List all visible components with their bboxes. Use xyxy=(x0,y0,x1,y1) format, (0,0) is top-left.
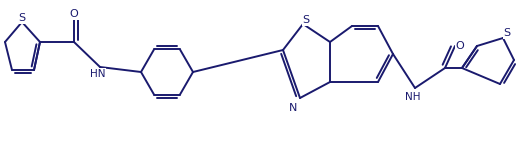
Text: S: S xyxy=(302,15,309,25)
Text: HN: HN xyxy=(90,69,106,79)
Text: O: O xyxy=(70,9,79,19)
Text: S: S xyxy=(18,13,26,23)
Text: O: O xyxy=(456,41,464,51)
Text: NH: NH xyxy=(405,92,421,102)
Text: S: S xyxy=(503,28,511,38)
Text: N: N xyxy=(289,103,297,113)
